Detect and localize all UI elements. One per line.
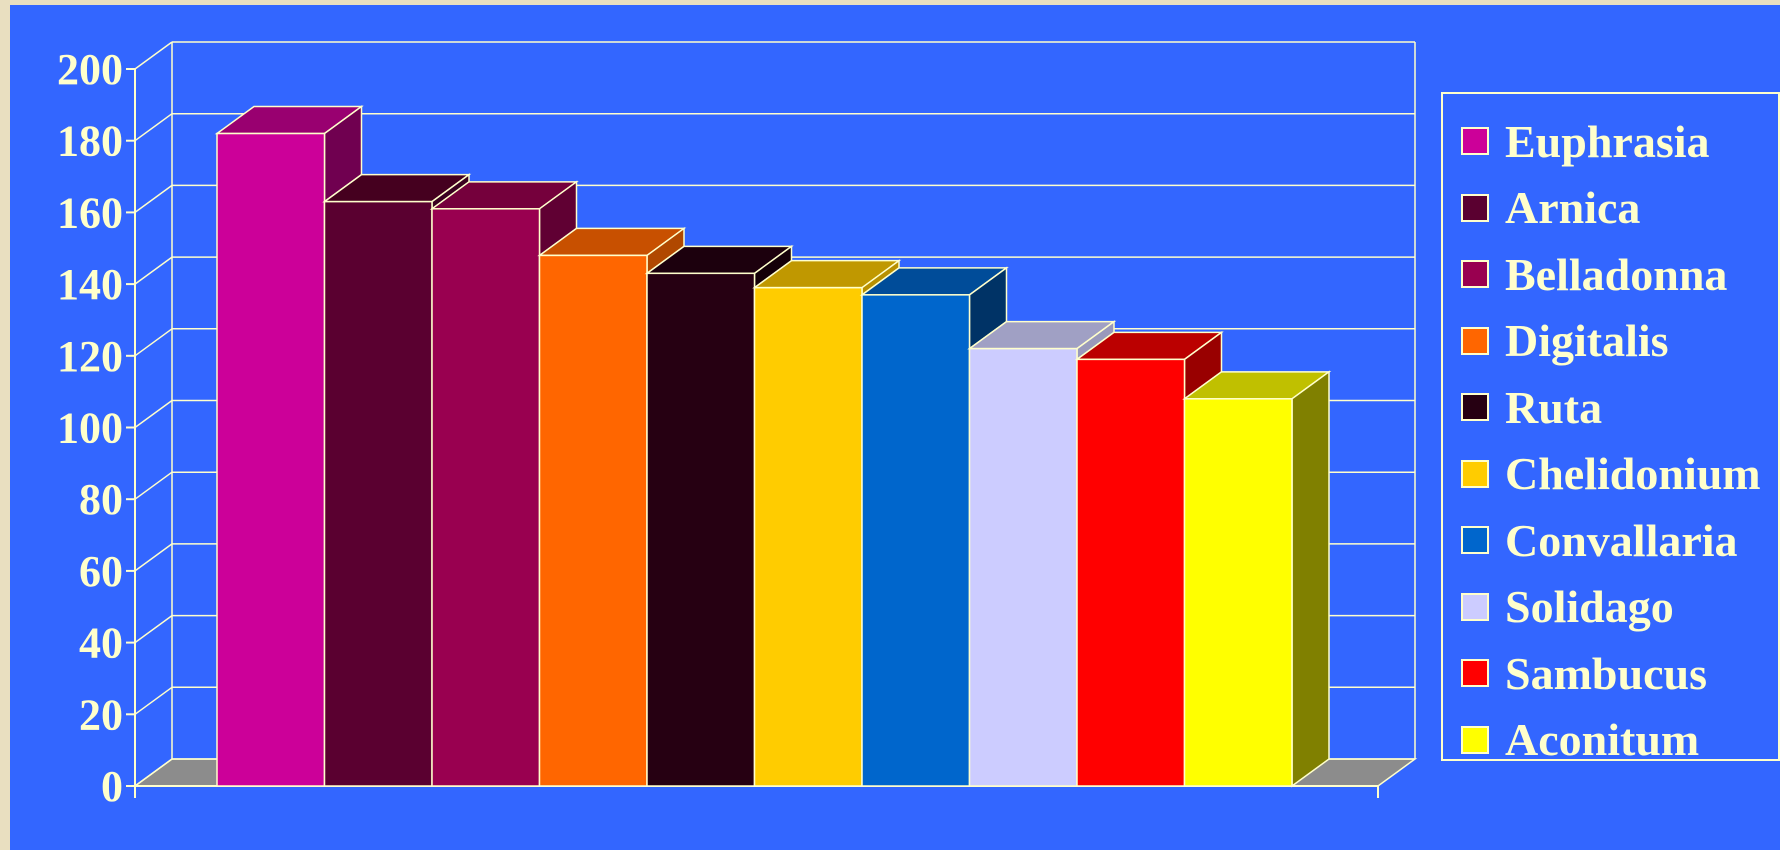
bar-aconitum [1183,398,1293,787]
y-tick-label: 180 [57,117,123,166]
side-gridline [134,399,173,429]
side-gridline [134,184,173,214]
y-tick-label: 140 [57,260,123,309]
bar-chart: 0 20 40 60 80 100 120 140 160 180 200 [57,41,1418,811]
legend-swatch [1461,659,1489,687]
y-tick-label: 40 [79,619,123,668]
legend-item-digitalis: Digitalis [1443,308,1669,374]
y-tick-label: 100 [57,404,123,453]
side-gridline [134,614,173,644]
legend-item-euphrasia: Euphrasia [1443,108,1710,174]
side-gridline [134,113,173,142]
y-tick-label: 160 [57,188,123,237]
legend-swatch [1461,260,1489,288]
legend-swatch [1461,459,1489,488]
legend-swatch [1461,326,1489,355]
legend-swatch [1461,193,1489,222]
legend-label: Solidago [1505,581,1674,632]
legend-item-solidago: Solidago [1443,574,1674,640]
side-gridline [134,328,173,357]
legend-swatch [1461,526,1489,554]
y-tick-label: 0 [101,762,123,811]
legend-swatch [1461,393,1489,421]
side-gridline [134,256,173,285]
legend-label: Arnica [1505,182,1641,233]
side-gridline [134,41,173,70]
legend-item-convallaria: Convallaria [1443,507,1738,573]
legend: Euphrasia Arnica Belladonna Digitalis Ruta Ch… [1441,92,1780,765]
legend-label: Aconitum [1505,714,1700,765]
legend-swatch [1461,725,1489,754]
legend-item-sambucus: Sambucus [1443,640,1707,706]
legend-label: Chelidonium [1505,448,1761,499]
legend-label: Euphrasia [1505,115,1710,167]
legend-label: Ruta [1505,381,1603,433]
y-tick-label: 60 [79,547,123,596]
bar-ruta [646,272,756,787]
bar-solidago [968,347,1078,787]
bar-digitalis [538,254,648,787]
side-gridline [134,686,173,715]
bar-sambucus [1076,358,1186,787]
bar-side-aconitum [1291,370,1330,788]
bar-convallaria [861,294,971,787]
y-tick-label: 120 [57,332,123,381]
legend-item-aconitum: Aconitum [1443,707,1699,773]
legend-label: Belladonna [1505,248,1728,300]
chart-background: 0 20 40 60 80 100 120 140 160 180 200 Euphrasia Arn… [10,5,1780,850]
y-tick-label: 200 [57,45,123,94]
side-gridline [134,758,173,787]
legend-label: Convallaria [1505,514,1738,566]
bar-belladonna [431,208,541,787]
bar-arnica [323,200,433,787]
legend-swatch [1461,592,1489,621]
side-gridline [134,471,173,500]
legend-item-chelidonium: Chelidonium [1443,441,1761,507]
legend-swatch [1461,127,1489,155]
y-tick-label: 80 [79,475,123,524]
bar-chelidonium [753,286,863,787]
bar-euphrasia [216,132,326,787]
legend-item-ruta: Ruta [1443,374,1602,440]
y-tick-label: 20 [79,690,123,739]
side-gridline [134,543,173,572]
legend-item-belladonna: Belladonna [1443,241,1727,307]
legend-label: Digitalis [1505,315,1669,366]
legend-label: Sambucus [1505,647,1707,699]
legend-item-arnica: Arnica [1443,175,1640,241]
